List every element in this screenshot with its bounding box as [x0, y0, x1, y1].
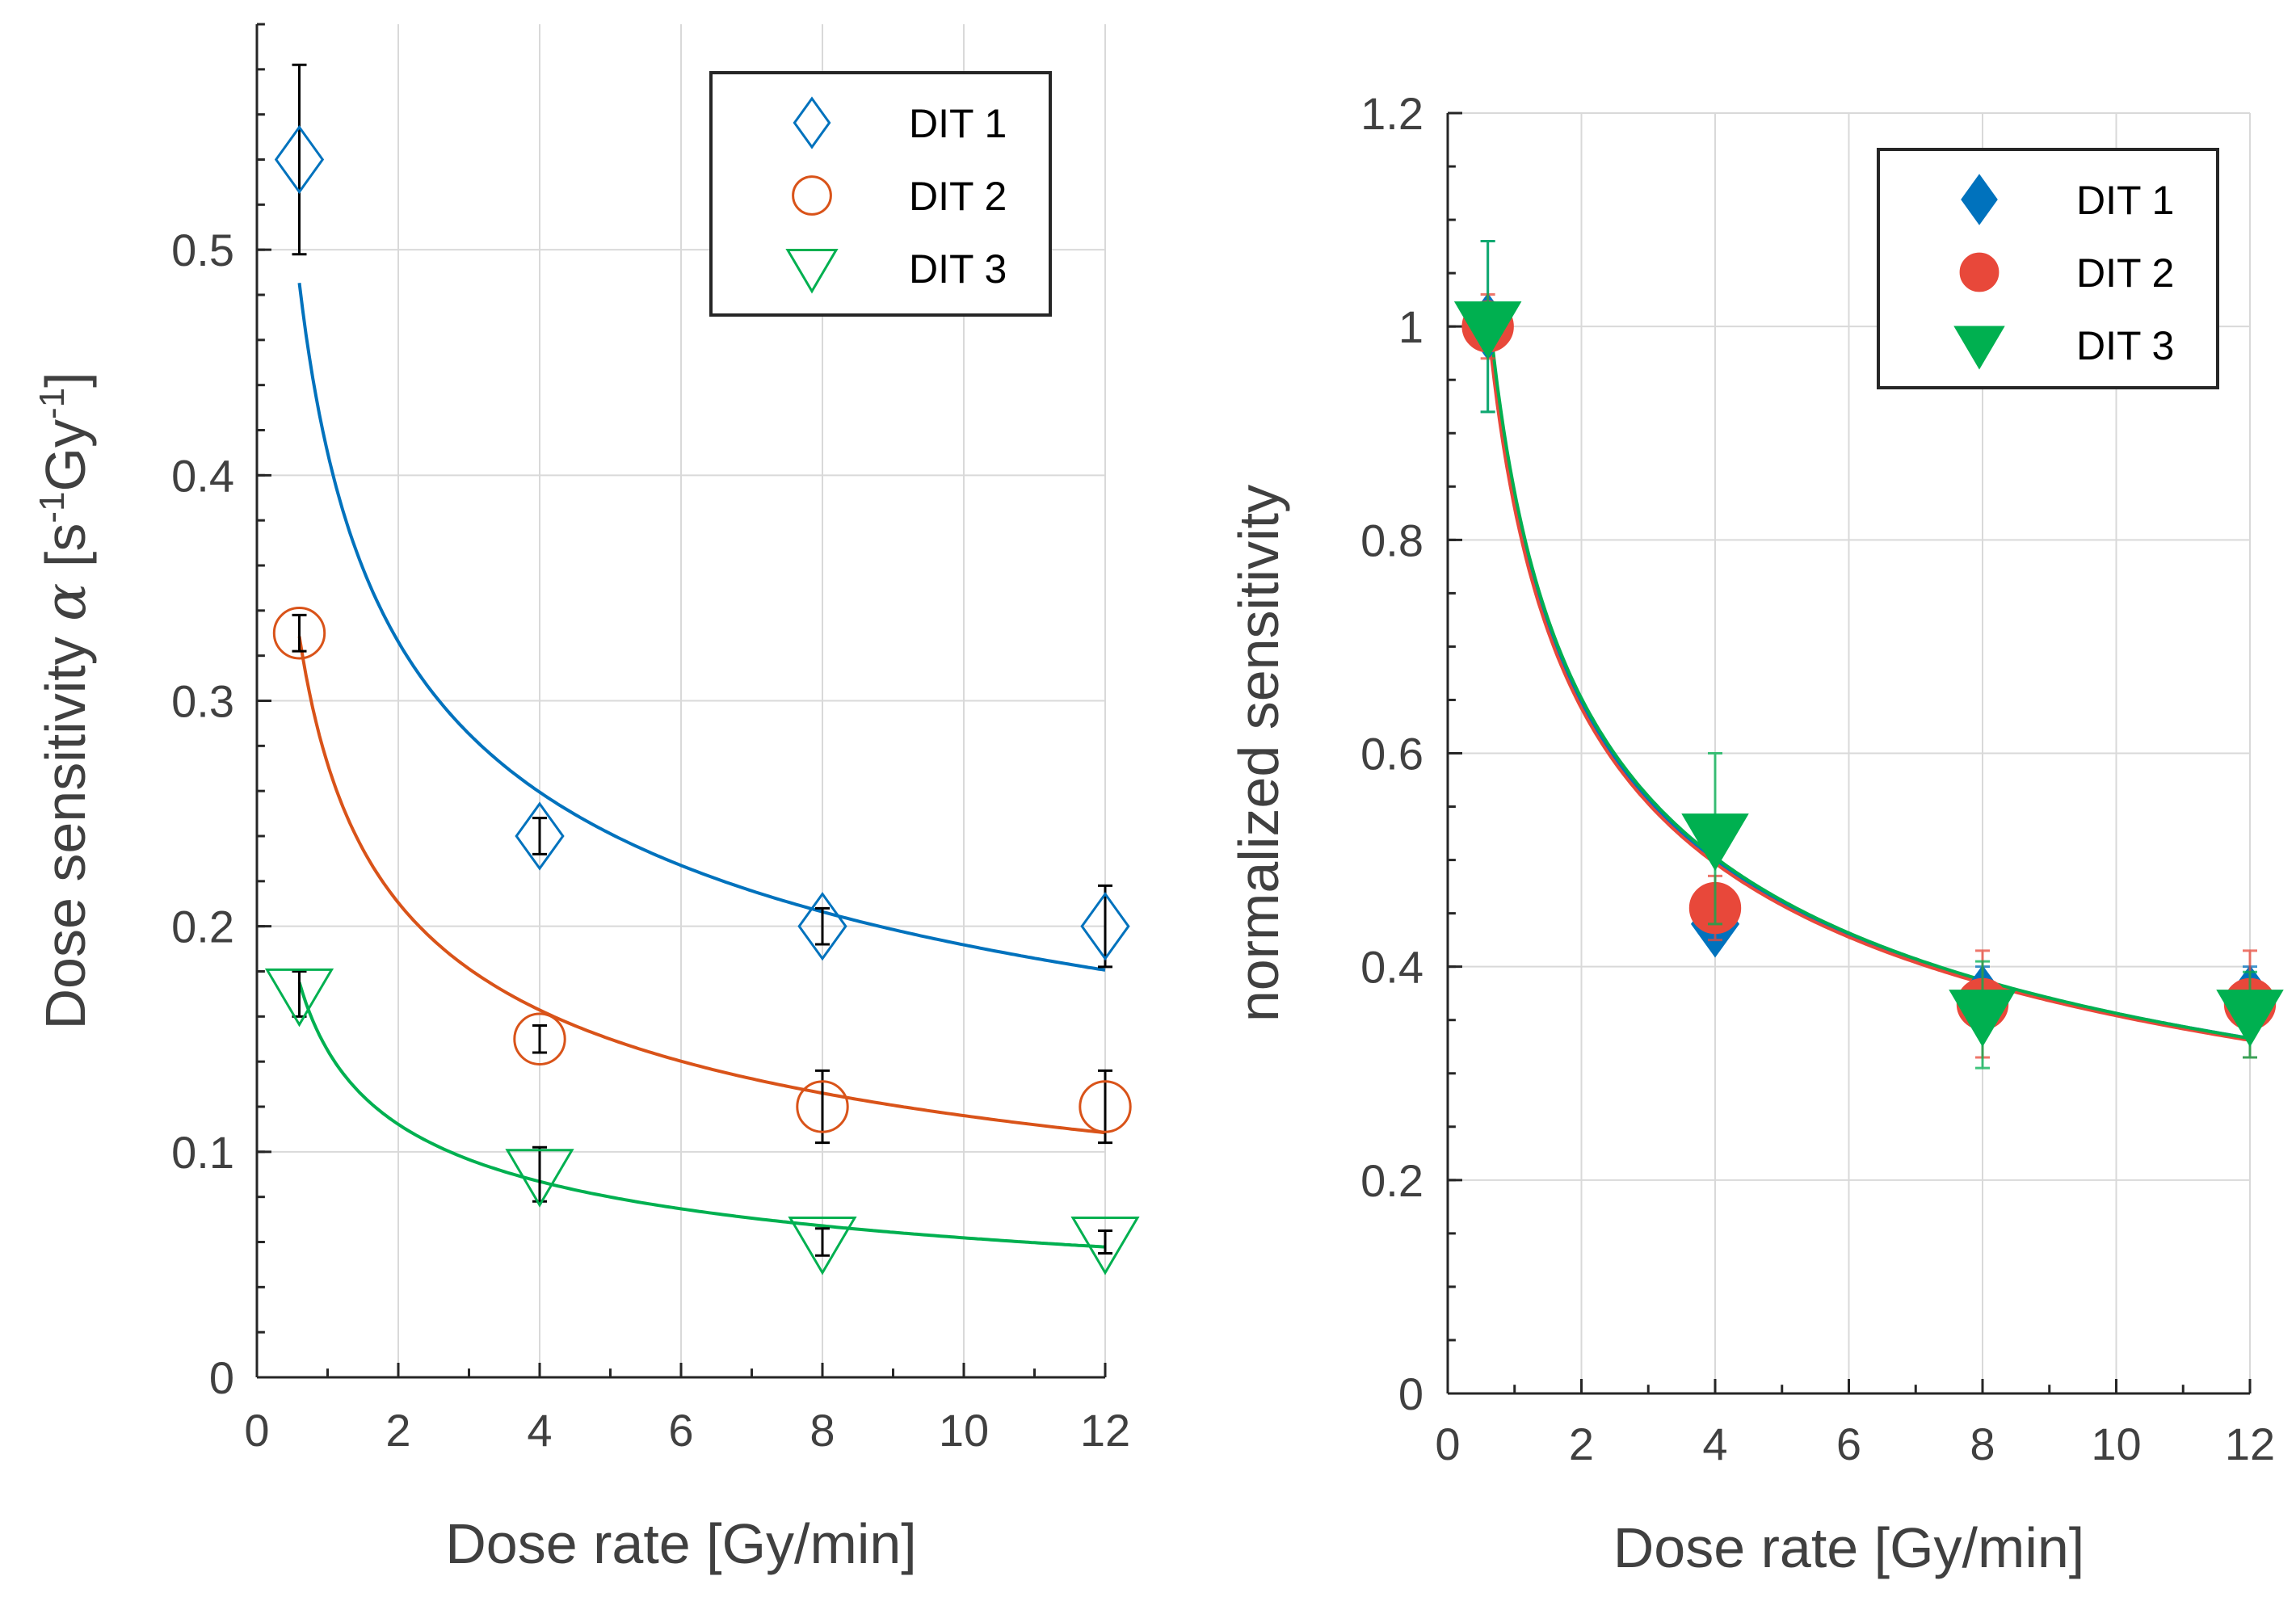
error-bar: [292, 63, 307, 256]
y-tick-label: 0.6: [1360, 729, 1423, 780]
x-tick-label: 10: [2091, 1419, 2141, 1469]
x-tick-label: 10: [939, 1405, 989, 1456]
x-tick-label: 12: [1080, 1405, 1130, 1456]
x-tick-label: 2: [385, 1405, 410, 1456]
data-point: [796, 1080, 849, 1133]
legend-marker: [1959, 252, 2000, 292]
series-dit-2: [272, 607, 1132, 1145]
legend-marker: [1953, 326, 2005, 370]
y-tick-label: 0.1: [171, 1127, 234, 1178]
legend-marker: [793, 96, 831, 149]
legend-box: [709, 71, 1052, 317]
x-axis-label: Dose rate [Gy/min]: [1613, 1516, 2085, 1579]
y-axis-label-main: Dose sensitivity: [34, 621, 97, 1030]
data-point: [1080, 892, 1130, 961]
data-point: [1079, 1080, 1132, 1133]
y-axis-label-exponent: -1: [32, 388, 72, 419]
y-tick-label: 1: [1398, 301, 1423, 352]
data-point: [788, 1217, 857, 1276]
error-bar: [292, 613, 307, 653]
data-point: [272, 607, 326, 660]
y-tick-label: 0: [1398, 1368, 1423, 1419]
legend-label: DIT 2: [2076, 250, 2174, 296]
legend-label: DIT 1: [2076, 178, 2174, 223]
data-point: [515, 801, 565, 871]
x-tick-label: 8: [809, 1405, 835, 1456]
fit-curve-dit-2: [1486, 323, 2251, 1042]
error-bar: [1098, 1229, 1112, 1255]
error-bar: [815, 1227, 830, 1257]
x-tick-label: 12: [2225, 1419, 2275, 1469]
error-bar: [532, 1145, 547, 1203]
y-axis-label-unit: Gy: [34, 419, 97, 491]
y-axis-label-exponent: -1: [32, 491, 72, 523]
y-tick-label: 0.3: [171, 676, 234, 727]
x-axis-label: Dose rate [Gy/min]: [445, 1512, 917, 1575]
data-point: [1453, 301, 1522, 359]
data-point: [797, 892, 847, 961]
series-dit-3: [264, 968, 1140, 1276]
error-bar: [815, 906, 830, 946]
fit-curve-dit-2: [297, 636, 1106, 1135]
x-tick-label: 6: [1836, 1419, 1861, 1469]
legend-box: [1877, 148, 2219, 389]
legend-marker: [1961, 174, 1998, 225]
data-point: [1681, 813, 1749, 872]
left-panel-dose-sensitivity: 0 2 4 6 8 10 12 0 0.1 0.2 0.3 0.4 0.5 Dose rate [Gy/m…: [32, 23, 1140, 1575]
series-dit-1: [274, 63, 1130, 969]
fit-curve-dit-1: [297, 283, 1106, 972]
error-bar: [532, 817, 547, 855]
y-tick-label: 0.8: [1360, 515, 1423, 565]
x-tick-label: 6: [668, 1405, 693, 1456]
data-point: [1070, 1217, 1140, 1276]
legend-label: DIT 3: [909, 246, 1007, 292]
data-point: [264, 968, 334, 1028]
y-tick-label: 1.2: [1360, 88, 1423, 139]
x-tick-label: 8: [1970, 1419, 1995, 1469]
data-point: [505, 1149, 574, 1208]
y-tick-label: 0.4: [171, 450, 234, 501]
legend: DIT 1 DIT 2 DIT 3: [1877, 148, 2219, 389]
data-point: [1949, 990, 2016, 1048]
y-axis-label-unit: [s: [34, 523, 97, 583]
y-axis-label-unit: ]: [34, 372, 97, 387]
legend-label: DIT 2: [909, 174, 1007, 219]
fit-curve-dit-3: [1486, 301, 2251, 1040]
y-tick-label: 0.4: [1360, 942, 1423, 993]
error-bar: [1098, 884, 1112, 969]
y-axis-label-symbol: α: [32, 583, 99, 621]
legend-marker: [785, 249, 839, 294]
data-point: [2216, 990, 2284, 1048]
error-bar: [532, 1024, 547, 1054]
fit-curve-dit-1: [1486, 317, 2251, 1040]
y-tick-label: 0.2: [171, 902, 234, 952]
legend: DIT 1 DIT 2 DIT 3: [709, 71, 1052, 317]
legend-label: DIT 1: [909, 101, 1007, 146]
data-point: [274, 124, 325, 195]
legend-label: DIT 3: [2076, 323, 2174, 368]
data-point: [513, 1012, 566, 1065]
x-tick-label: 4: [1702, 1419, 1727, 1469]
y-tick-label: 0.2: [1360, 1155, 1423, 1206]
x-tick-label: 2: [1569, 1419, 1594, 1469]
y-tick-label: 0: [209, 1352, 234, 1403]
y-axis-label: Dose sensitivity α [s-1Gy-1]: [32, 372, 99, 1029]
fit-curve-dit-3: [297, 981, 1106, 1249]
x-tick-label: 0: [244, 1405, 269, 1456]
y-tick-label: 0.5: [171, 225, 234, 275]
right-panel-normalized-sensitivity: 0 2 4 6 8 10 12 0 0.2 0.4 0.6 0.8 1 1.2 Dose rate [Gy/…: [1227, 88, 2284, 1579]
y-axis-label: normalized sensitivity: [1227, 485, 1290, 1022]
x-tick-label: 0: [1435, 1419, 1460, 1469]
legend-marker: [792, 175, 832, 216]
x-tick-label: 4: [527, 1405, 552, 1456]
series-dit-3: [1453, 240, 2284, 1070]
